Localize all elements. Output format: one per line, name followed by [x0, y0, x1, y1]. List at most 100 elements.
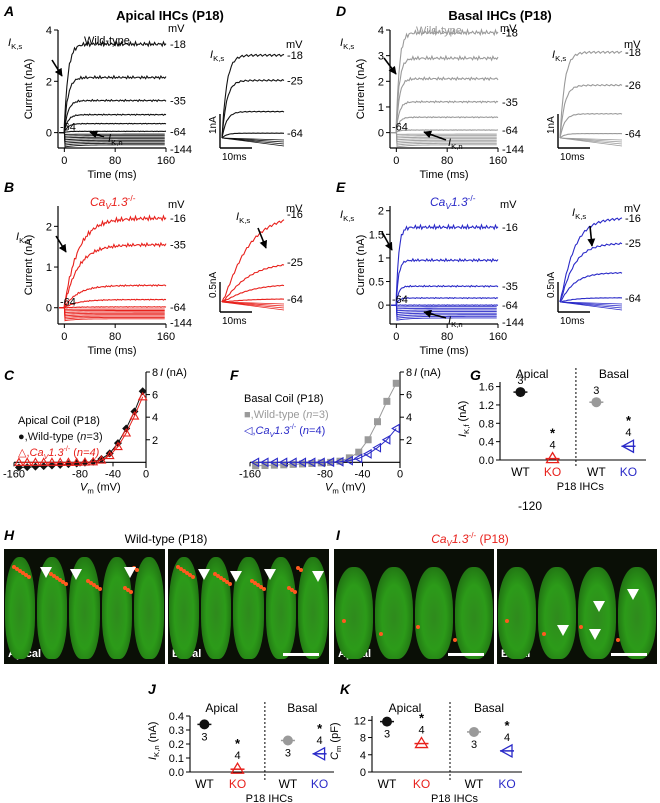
significance-star: *	[626, 413, 632, 428]
x-category-label: WT	[465, 777, 484, 791]
ribbon-spot	[188, 573, 192, 577]
data-point	[299, 460, 306, 468]
mean-marker	[199, 719, 210, 730]
x-axis-label: P18 IHCs	[246, 793, 294, 803]
arrowhead-marker	[312, 571, 324, 582]
current-trace-hyperpolarized	[59, 307, 165, 314]
data-point	[363, 448, 372, 459]
n-label: 3	[471, 739, 477, 751]
arrowhead-marker	[557, 625, 569, 636]
x-category-label: WT	[279, 777, 298, 791]
mean-marker	[382, 716, 392, 727]
y-tick-label: 0.5	[369, 277, 384, 289]
trace-voltage-label: -35	[170, 96, 186, 108]
inset-trace	[221, 219, 285, 303]
inset-iks-arrow	[587, 225, 596, 247]
inset-voltage-label: -25	[287, 75, 303, 87]
x-tick-label: -160	[239, 468, 261, 480]
inset-trace-hyperpolarized	[559, 301, 623, 311]
scale-bar-time-label: 10ms	[560, 152, 584, 163]
panel-j: 0.0 0.1 0.2 0.3 0.4 Apical Basal IK,n (nA) WT 3 KO…	[147, 701, 334, 803]
title-ko-p18: CaV1.3-/- (P18)	[431, 531, 509, 548]
arrowhead-marker	[124, 567, 136, 578]
panel-f: -160 -80 -40 0 2 4 6 8 Vm (mV) I (nA) Basal Coil (…	[239, 367, 441, 495]
y-tick-label: 1.2	[479, 400, 494, 412]
y-axis-label: Current (nA)	[355, 235, 367, 296]
ribbon-spot	[296, 566, 300, 570]
ikn-arrow	[423, 310, 447, 319]
inset-trace	[221, 298, 285, 303]
ribbon-spot	[542, 632, 546, 636]
n-label: 4	[317, 735, 323, 747]
panel-b: 0 1 2 0 80 160 Time (ms) Current (nA) -16 -35 -64 -…	[16, 193, 303, 357]
inset-iks-label: IK,s	[236, 211, 250, 225]
ribbon-spot	[12, 565, 16, 569]
current-trace-hyperpolarized	[59, 132, 165, 148]
hair-cell	[578, 567, 616, 659]
mean-marker	[282, 735, 293, 746]
current-trace	[391, 129, 499, 134]
inset-voltage-label: -64	[287, 294, 303, 306]
current-trace-hyperpolarized	[59, 307, 165, 322]
current-trace-hyperpolarized	[391, 304, 497, 312]
ribbon-spot	[92, 583, 96, 587]
x-axis-label: P18 IHCs	[431, 793, 479, 803]
panel-letter-g: G	[470, 367, 481, 383]
data-point	[278, 457, 288, 468]
x-category-label: WT	[378, 777, 397, 791]
current-trace-hyperpolarized	[391, 132, 497, 148]
inset-trace	[559, 83, 623, 138]
panel-d: 0 1 2 3 4 0 80 160 Time (ms) Current (nA) -18 -35 -6…	[340, 23, 641, 181]
mean-marker	[545, 451, 560, 464]
ribbon-spot	[256, 583, 260, 587]
inset-iks-ikf-label: IK,s	[210, 49, 224, 63]
current-trace-hyperpolarized	[391, 132, 497, 144]
hair-cell	[5, 557, 36, 659]
panel-a: 0 2 4 0 80 160 Time (ms) Current (nA) -18 -35 -64 -…	[8, 23, 303, 181]
mv-unit-label: mV	[286, 39, 303, 51]
inset-trace-hyperpolarized	[221, 301, 285, 311]
y-tick-label: 4	[46, 25, 52, 37]
y-tick-label: 0	[46, 303, 52, 315]
title-apical: Apical IHCs (P18)	[116, 8, 224, 23]
x-axis-label: Time (ms)	[87, 345, 136, 357]
data-point	[325, 457, 335, 468]
inset-trace	[221, 264, 285, 303]
mv-unit-label: mV	[500, 199, 517, 211]
current-trace-hyperpolarized	[391, 304, 497, 316]
group-label-basal: Basal	[599, 367, 629, 381]
y-tick-label: 12	[354, 715, 366, 727]
hair-cell	[455, 567, 493, 659]
group-label-apical: Apical	[389, 701, 422, 715]
current-trace-hyperpolarized	[391, 132, 497, 139]
x-category-label: WT	[587, 465, 606, 479]
y-tick-label: 0.0	[169, 767, 184, 779]
legend-ko: ◁,CaV1.3-/- (n=4)	[244, 424, 325, 439]
inset-trace-hyperpolarized	[221, 137, 285, 147]
mv-unit-label: mV	[624, 39, 641, 51]
current-trace-hyperpolarized	[59, 132, 165, 135]
mean-marker	[312, 746, 326, 761]
trace-voltage-label: -16	[502, 222, 518, 234]
inset-iks-ikf-label: IK,s	[572, 207, 586, 221]
inset-trace	[559, 132, 623, 139]
y-axis-label: Current (nA)	[23, 59, 35, 120]
data-point	[31, 462, 40, 471]
n-label: 3	[384, 729, 390, 741]
inset-iks-ikf-label: IK,s	[552, 49, 566, 63]
x-tick-label: -80	[317, 468, 333, 480]
holding-voltage-label: -64	[60, 122, 76, 134]
y-tick-label: 3	[378, 51, 384, 63]
trace-voltage-label: -35	[502, 281, 518, 293]
panel-letter-h: H	[4, 527, 15, 543]
current-trace	[59, 241, 167, 309]
x-tick-label: 160	[489, 331, 507, 343]
trace-voltage-label: -16	[170, 213, 186, 225]
data-point	[113, 441, 123, 451]
ribbon-spot	[135, 568, 139, 572]
mean-marker	[414, 736, 429, 749]
data-point	[316, 457, 325, 468]
y-tick-label: 1	[46, 262, 52, 274]
current-trace-hyperpolarized	[59, 307, 165, 315]
